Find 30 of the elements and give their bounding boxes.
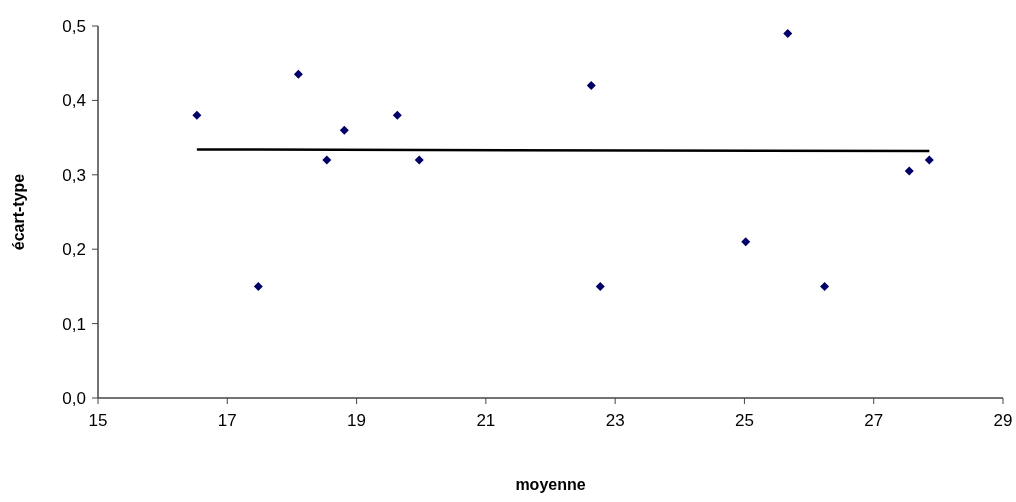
x-axis-title: moyenne	[515, 476, 586, 493]
y-tick-label: 0,0	[62, 388, 86, 408]
y-tick-label: 0,5	[62, 16, 86, 36]
point	[392, 110, 402, 120]
point	[192, 110, 202, 120]
x-tick-label: 15	[88, 411, 108, 430]
y-tick-label: 0,4	[62, 91, 86, 111]
y-axis-title: écart-type	[10, 173, 27, 251]
point	[339, 125, 349, 135]
point	[414, 155, 424, 165]
point	[595, 281, 605, 291]
x-tick-label: 23	[605, 411, 625, 430]
point	[820, 281, 830, 291]
y-tick-label: 0,1	[62, 314, 86, 334]
x-tick-label: 29	[993, 411, 1013, 430]
x-tick-label: 25	[734, 411, 754, 430]
point	[924, 155, 934, 165]
y-tick-label: 0,2	[62, 240, 86, 260]
point	[904, 166, 914, 176]
point	[322, 155, 332, 165]
point	[586, 81, 596, 91]
x-tick-label: 21	[476, 411, 496, 430]
point	[741, 237, 751, 247]
x-tick-label: 27	[864, 411, 884, 430]
point	[293, 69, 303, 79]
y-tick-label: 0,3	[62, 165, 86, 185]
x-tick-label: 19	[347, 411, 367, 430]
x-tick-label: 17	[217, 411, 237, 430]
point	[783, 28, 793, 38]
point	[253, 281, 263, 291]
